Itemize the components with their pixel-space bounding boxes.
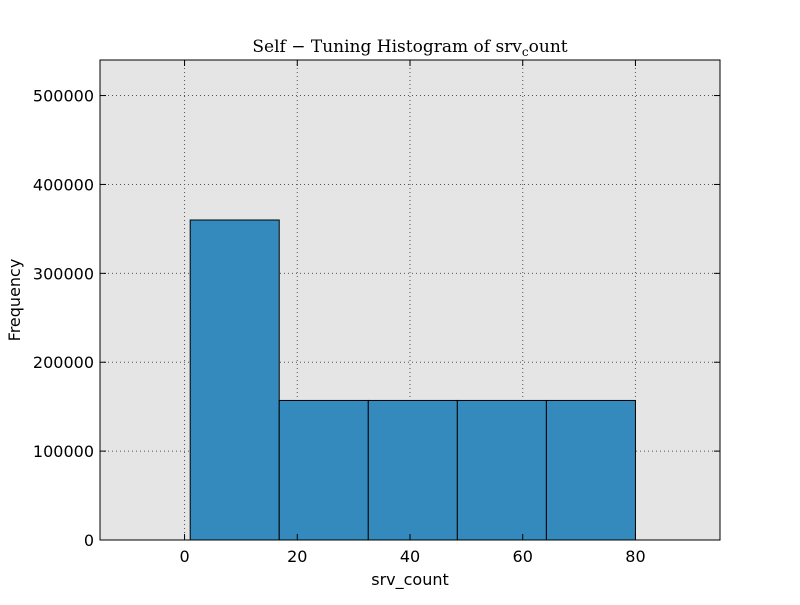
chart-title: Self − Tuning Histogram of srvcount	[252, 37, 567, 59]
histogram-bar	[278, 399, 369, 541]
x-tick-label: 0	[179, 547, 189, 566]
y-tick-label: 100000	[33, 442, 94, 461]
y-tick-label: 500000	[33, 87, 94, 106]
histogram-bar	[456, 399, 547, 541]
x-tick-label: 20	[287, 547, 307, 566]
histogram-bar	[545, 399, 636, 541]
y-tick-label: 200000	[33, 353, 94, 372]
chart-title-subscript: c	[522, 45, 529, 59]
x-tick-label: 40	[400, 547, 420, 566]
chart-title-main: Self − Tuning Histogram of srv	[252, 37, 522, 57]
y-tick-label: 300000	[33, 264, 94, 283]
x-axis-label: srv_count	[371, 570, 449, 590]
x-tick-label: 60	[513, 547, 533, 566]
histogram-bar	[189, 219, 280, 541]
y-tick-label: 0	[84, 531, 94, 550]
y-tick-label: 400000	[33, 175, 94, 194]
chart-title-suffix: ount	[529, 37, 568, 57]
ticks-layer: 0 20 40 60 80 0 100000 200000 300000 400000 500000	[33, 60, 720, 566]
x-tick-label: 80	[625, 547, 645, 566]
y-axis-label: Frequency	[5, 259, 24, 342]
histogram-bar	[367, 399, 458, 541]
